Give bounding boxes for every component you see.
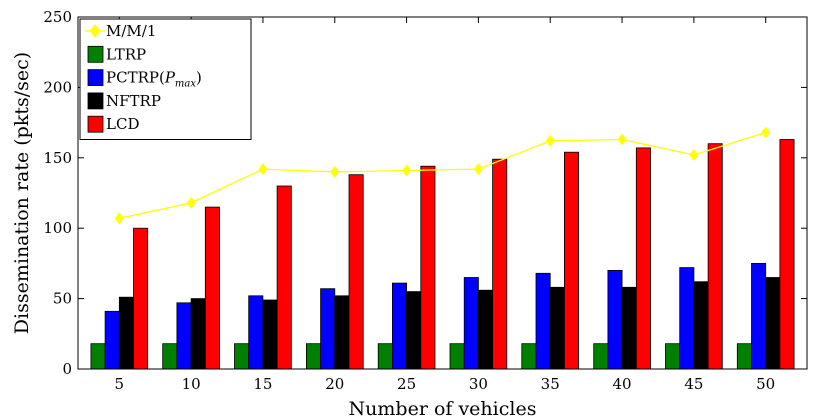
marker-m-m-1-30 xyxy=(473,163,483,176)
x-tick-label: 35 xyxy=(541,375,560,393)
bar-pctrp-p-max--45 xyxy=(679,267,695,370)
bar-nftrp-5 xyxy=(118,296,134,370)
x-tick-label: 20 xyxy=(325,375,344,393)
bar-lcd-5 xyxy=(133,227,149,370)
x-tick-label: 30 xyxy=(469,375,488,393)
x-tick-label: 25 xyxy=(397,375,416,393)
bar-ltrp-20 xyxy=(305,343,321,370)
legend-marker-m-m-1 xyxy=(89,24,101,38)
bar-nftrp-25 xyxy=(406,291,422,370)
legend-label-nftrp: NFTRP xyxy=(106,92,161,110)
bar-nftrp-20 xyxy=(334,295,350,370)
bar-lcd-20 xyxy=(348,174,364,370)
bar-lcd-25 xyxy=(420,165,436,370)
y-tick-label: 100 xyxy=(43,219,72,237)
bar-pctrp-p-max--25 xyxy=(391,282,407,370)
bar-pctrp-p-max--10 xyxy=(176,302,192,370)
bar-nftrp-35 xyxy=(549,286,565,370)
bar-lcd-50 xyxy=(779,139,795,370)
legend-label-m-m-1: M/M/1 xyxy=(106,22,156,40)
bar-lcd-10 xyxy=(204,206,220,370)
y-tick-label: 50 xyxy=(53,290,72,308)
y-tick-label: 150 xyxy=(43,149,72,167)
bar-ltrp-40 xyxy=(593,343,609,370)
bar-lcd-30 xyxy=(492,158,508,370)
y-tick-label: 0 xyxy=(62,360,72,378)
x-tick-label: 40 xyxy=(613,375,632,393)
marker-m-m-1-15 xyxy=(258,163,268,176)
bar-ltrp-45 xyxy=(665,343,681,370)
bar-nftrp-30 xyxy=(477,289,493,370)
bar-nftrp-10 xyxy=(190,298,206,370)
bar-ltrp-15 xyxy=(234,343,250,370)
x-tick-label: 50 xyxy=(756,375,775,393)
legend-label-pctrp-p-max-: PCTRP(Pmax) xyxy=(106,69,202,90)
bar-pctrp-p-max--35 xyxy=(535,272,551,370)
bar-ltrp-10 xyxy=(162,343,178,370)
bar-pctrp-p-max--20 xyxy=(320,288,336,370)
bar-pctrp-p-max--40 xyxy=(607,269,623,370)
marker-m-m-1-40 xyxy=(617,133,627,146)
bar-nftrp-45 xyxy=(693,281,709,370)
legend-swatch-nftrp xyxy=(87,92,104,110)
x-tick-label: 5 xyxy=(115,375,125,393)
y-tick-label: 200 xyxy=(43,78,72,96)
legend-swatch-pctrp-p-max- xyxy=(87,69,104,86)
bar-pctrp-p-max--5 xyxy=(104,310,120,370)
x-tick-label: 10 xyxy=(182,375,201,393)
bar-ltrp-50 xyxy=(736,343,752,370)
bar-nftrp-15 xyxy=(262,299,278,370)
plot-area xyxy=(90,126,795,370)
marker-m-m-1-10 xyxy=(186,196,196,209)
bar-lcd-40 xyxy=(635,147,651,370)
marker-m-m-1-20 xyxy=(330,165,340,178)
bar-lcd-45 xyxy=(707,143,723,370)
legend: M/M/1 LTRP PCTRP(Pmax) NFTRP LCD xyxy=(79,18,252,140)
axes: 0 50 100 150 200 250 5 10 15 20 25 30 35 40 45 50 xyxy=(43,8,808,393)
bar-nftrp-50 xyxy=(765,277,781,370)
bar-lcd-35 xyxy=(564,151,580,370)
bar-ltrp-30 xyxy=(449,343,465,370)
line-m-m-1 xyxy=(119,131,766,219)
marker-m-m-1-35 xyxy=(545,134,555,147)
plot-frame xyxy=(77,16,808,370)
bar-ltrp-35 xyxy=(521,343,537,370)
x-axis-title: Number of vehicles xyxy=(349,398,537,420)
y-tick-label: 250 xyxy=(43,8,72,26)
legend-label-lcd: LCD xyxy=(106,115,139,133)
legend-swatch-lcd xyxy=(87,115,104,133)
marker-m-m-1-45 xyxy=(689,148,699,161)
bar-ltrp-25 xyxy=(377,343,393,370)
bar-pctrp-p-max--15 xyxy=(248,295,264,370)
x-tick-label: 15 xyxy=(253,375,272,393)
marker-m-m-1-50 xyxy=(761,126,771,139)
marker-m-m-1-25 xyxy=(402,164,412,177)
legend-swatch-ltrp xyxy=(87,45,104,63)
legend-label-ltrp: LTRP xyxy=(106,45,146,63)
y-axis-title: Dissemination rate (pkts/sec) xyxy=(11,52,33,334)
legend-box xyxy=(79,18,252,140)
bar-nftrp-40 xyxy=(621,286,637,370)
bar-lcd-15 xyxy=(276,185,292,370)
bar-pctrp-p-max--50 xyxy=(751,262,767,370)
marker-m-m-1-5 xyxy=(114,212,124,225)
bar-pctrp-p-max--30 xyxy=(463,277,479,370)
bar-ltrp-5 xyxy=(90,343,106,370)
x-tick-label: 45 xyxy=(684,375,703,393)
